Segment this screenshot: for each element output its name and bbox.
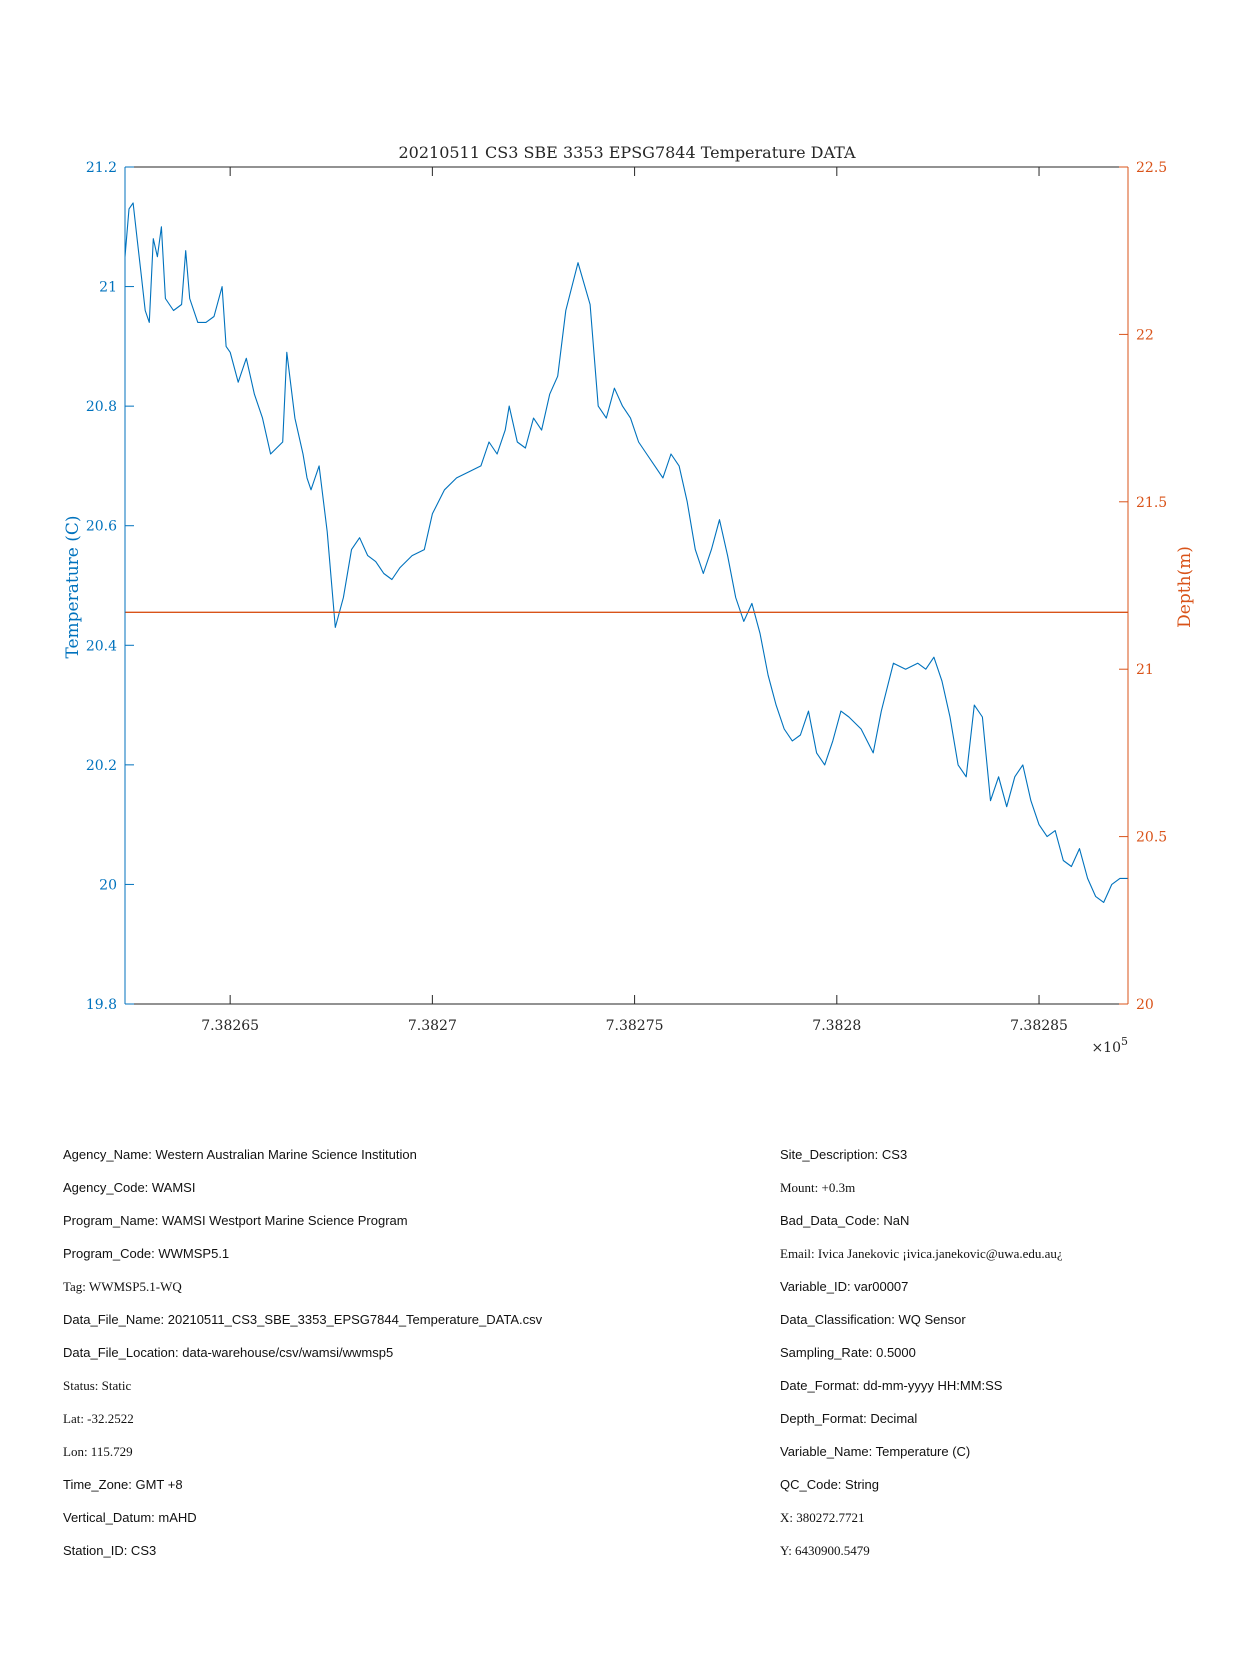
temperature-chart: 20210511 CS3 SBE 3353 EPSG7844 Temperatu…	[63, 143, 1195, 1056]
metadata-line: Depth_Format: Decimal	[780, 1411, 918, 1426]
metadata-line: Y: 6430900.5479	[780, 1543, 870, 1558]
metadata-line: QC_Code: String	[780, 1477, 879, 1492]
x-tick-label: 7.38285	[1010, 1018, 1068, 1034]
metadata-right-column: Site_Description: CS3 Mount: +0.3m Bad_Dat…	[780, 1138, 1063, 1567]
x-tick-label: 7.38275	[606, 1018, 664, 1034]
metadata-line: Program_Name: WAMSI Westport Marine Scie…	[63, 1213, 408, 1228]
metadata-line: Date_Format: dd-mm-yyyy HH:MM:SS	[780, 1378, 1003, 1393]
y-axis-label-right: Depth(m)	[1175, 546, 1195, 628]
y-right-tick-label: 21.5	[1136, 495, 1167, 511]
x-tick-label: 7.3827	[408, 1018, 457, 1034]
y-left-tick-label: 20.6	[86, 519, 117, 535]
metadata-line: Bad_Data_Code: NaN	[780, 1213, 910, 1228]
metadata-line: Email: Ivica Janekovic ¡ivica.janekovic@…	[780, 1246, 1063, 1261]
y-right-tick-label: 22.5	[1136, 160, 1167, 176]
x-tick-label: 7.3828	[812, 1018, 861, 1034]
metadata-line: X: 380272.7721	[780, 1510, 865, 1525]
y-left-tick-label: 21.2	[86, 160, 117, 176]
metadata-line: Data_File_Name: 20210511_CS3_SBE_3353_EP…	[63, 1312, 543, 1327]
metadata-line: Sampling_Rate: 0.5000	[780, 1345, 916, 1360]
y-left-tick-label: 21	[99, 280, 117, 296]
metadata-line: Variable_Name: Temperature (C)	[780, 1444, 971, 1459]
y-left-tick-label: 20.8	[86, 399, 117, 415]
temperature-series-line	[124, 202, 1128, 903]
x-axis-exponent: ×105	[1091, 1035, 1128, 1056]
metadata-line: Data_File_Location: data-warehouse/csv/w…	[63, 1345, 394, 1360]
y-right-tick-label: 20.5	[1136, 830, 1167, 846]
metadata-line: Time_Zone: GMT +8	[63, 1477, 183, 1492]
metadata-line: Status: Static	[63, 1378, 132, 1393]
metadata-line: Station_ID: CS3	[63, 1543, 157, 1558]
y-left-tick-label: 20	[99, 877, 117, 893]
metadata-line: Mount: +0.3m	[780, 1180, 856, 1195]
y-right-tick-label: 20	[1136, 997, 1154, 1013]
y-left-tick-label: 20.2	[86, 758, 117, 774]
metadata-line: Agency_Name: Western Australian Marine S…	[63, 1147, 417, 1162]
metadata-line: Agency_Code: WAMSI	[63, 1180, 196, 1195]
y-left-tick-label: 19.8	[86, 997, 117, 1013]
y-left-tick-label: 20.4	[86, 638, 117, 654]
metadata-line: Variable_ID: var00007	[780, 1279, 909, 1294]
y-right-tick-label: 21	[1136, 662, 1154, 678]
metadata-line: Vertical_Datum: mAHD	[63, 1510, 197, 1525]
metadata-line: Lon: 115.729	[63, 1444, 133, 1459]
metadata-left-column: Agency_Name: Western Australian Marine S…	[63, 1138, 542, 1567]
chart-title: 20210511 CS3 SBE 3353 EPSG7844 Temperatu…	[398, 143, 855, 162]
x-tick-label: 7.38265	[201, 1018, 259, 1034]
metadata-line: Tag: WWMSP5.1-WQ	[63, 1279, 182, 1294]
metadata-line: Lat: -32.2522	[63, 1411, 134, 1426]
y-axis-label-left: Temperature (C)	[63, 515, 83, 658]
y-right-tick-label: 22	[1136, 327, 1154, 343]
metadata-line: Site_Description: CS3	[780, 1147, 908, 1162]
metadata-line: Program_Code: WWMSP5.1	[63, 1246, 230, 1261]
metadata-line: Data_Classification: WQ Sensor	[780, 1312, 966, 1327]
